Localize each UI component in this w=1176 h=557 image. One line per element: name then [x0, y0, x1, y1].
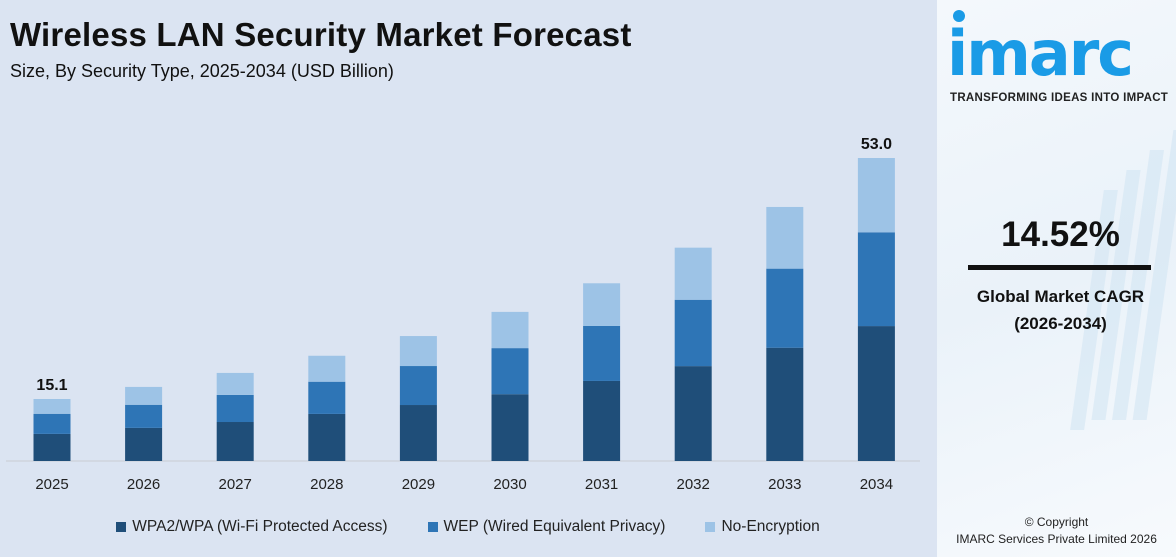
x-tick-label: 2028 [310, 476, 343, 493]
bar-segment-2027-s2 [216, 372, 254, 395]
bar-segment-2032-s2 [674, 247, 712, 300]
data-label-2025: 15.1 [36, 377, 67, 394]
x-tick-label: 2034 [860, 476, 893, 493]
cagr-value: 14.52% [1001, 215, 1120, 254]
bar-segment-2032-s1 [674, 299, 712, 367]
bar-segment-2026-s2 [125, 386, 163, 405]
x-tick-label: 2033 [768, 476, 801, 493]
bar-segment-2028-s1 [308, 381, 346, 414]
company-name: IMARC Services Private Limited 2026 [956, 532, 1157, 546]
x-tick-label: 2026 [127, 476, 160, 493]
bar-segment-2025-s0 [33, 433, 71, 461]
bar-segment-2027-s0 [216, 422, 254, 461]
legend-label: No-Encryption [721, 518, 820, 535]
info-panel: imarc TRANSFORMING IDEAS INTO IMPACT 14.… [937, 0, 1176, 557]
bar-segment-2027-s1 [216, 394, 254, 423]
x-tick-label: 2025 [35, 476, 68, 493]
bar-segment-2031-s1 [583, 325, 621, 381]
cagr-label: Global Market CAGR (2026-2034) [937, 283, 1176, 337]
cagr-label-text: Global Market CAGR [976, 287, 1145, 306]
x-tick-label: 2031 [585, 476, 618, 493]
bar-segment-2025-s1 [33, 413, 71, 434]
bar-segment-2033-s1 [766, 268, 804, 348]
copyright: © Copyright IMARC Services Private Limit… [937, 514, 1176, 548]
legend-item-wpa2: WPA2/WPA (Wi-Fi Protected Access) [116, 518, 388, 536]
bar-segment-2029-s0 [399, 405, 437, 461]
legend: WPA2/WPA (Wi-Fi Protected Access) WEP (W… [0, 518, 936, 536]
bar-segment-2030-s1 [491, 348, 529, 395]
legend-swatch [705, 522, 716, 532]
cagr-period: (2026-2034) [1014, 314, 1107, 333]
chart-title: Wireless LAN Security Market Forecast [10, 16, 632, 53]
x-tick-label: 2029 [402, 476, 435, 493]
legend-swatch [116, 522, 127, 532]
bar-segment-2026-s1 [125, 404, 163, 428]
data-label-2034: 53.0 [861, 136, 892, 153]
x-tick-label: 2030 [493, 476, 526, 493]
legend-label: WEP (Wired Equivalent Privacy) [443, 518, 666, 535]
cagr-divider [968, 265, 1151, 270]
legend-label: WPA2/WPA (Wi-Fi Protected Access) [132, 518, 388, 535]
x-tick-label: 2027 [219, 476, 252, 493]
imarc-logo: imarc [947, 17, 1134, 90]
bar-segment-2028-s2 [308, 355, 346, 382]
bar-segment-2032-s0 [674, 366, 712, 461]
bar-segment-2030-s2 [491, 311, 529, 349]
bar-segment-2033-s0 [766, 347, 804, 461]
bar-segment-2034-s1 [857, 232, 895, 327]
bar-segment-2031-s2 [583, 283, 621, 326]
logo-dot-icon [953, 10, 965, 22]
bar-segment-2034-s2 [857, 158, 895, 233]
chart-subtitle: Size, By Security Type, 2025-2034 (USD B… [10, 61, 394, 81]
stacked-bar-chart: 2025 15.1 2026 2027 2028 2029 2030 2031 2032 2033… [6, 136, 920, 493]
bar-segment-2033-s2 [766, 206, 804, 269]
bar-segment-2030-s0 [491, 394, 529, 461]
x-tick-label: 2032 [677, 476, 710, 493]
bar-segment-2034-s0 [857, 326, 895, 461]
bar-segment-2025-s2 [33, 399, 71, 414]
legend-item-wep: WEP (Wired Equivalent Privacy) [427, 518, 666, 536]
bar-segment-2031-s0 [583, 380, 621, 461]
bar-segment-2029-s1 [399, 366, 437, 406]
bar-segment-2029-s2 [399, 336, 437, 367]
bar-segment-2028-s0 [308, 413, 346, 461]
legend-item-no-encryption: No-Encryption [705, 518, 820, 536]
logo-tagline: TRANSFORMING IDEAS INTO IMPACT [950, 92, 1169, 104]
bar-segment-2026-s0 [125, 427, 163, 461]
legend-swatch [427, 522, 438, 532]
copyright-text: © Copyright [1024, 515, 1089, 529]
